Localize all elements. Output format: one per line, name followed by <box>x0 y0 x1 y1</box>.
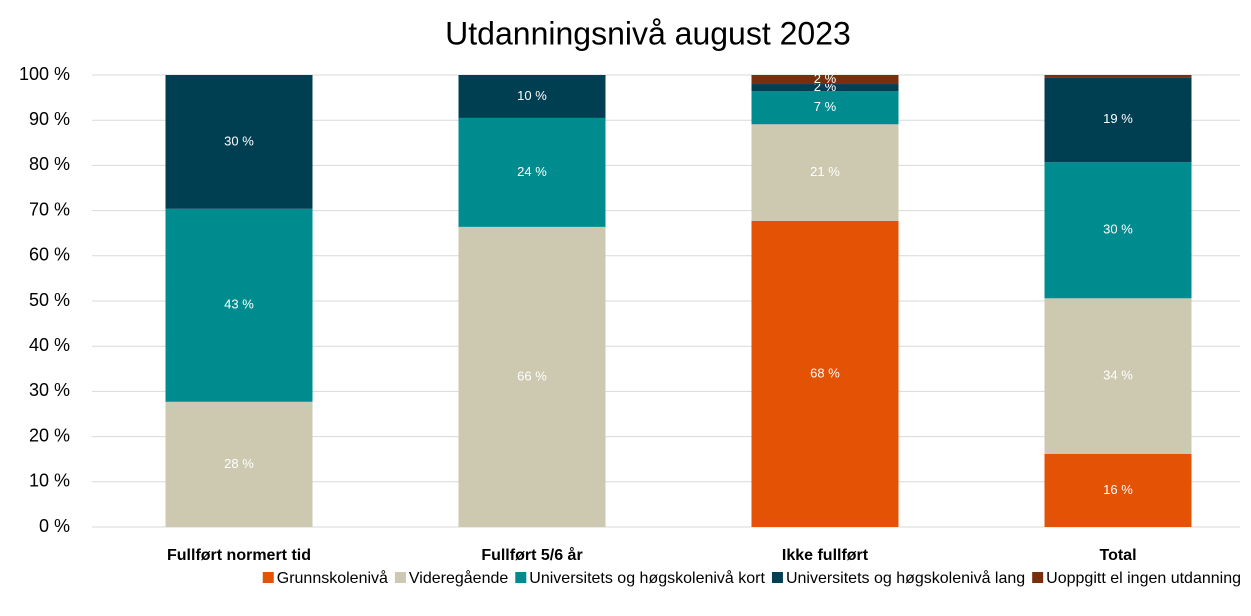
bar-segment <box>165 75 313 209</box>
legend-label: Universitets og høgskolenivå kort <box>529 569 765 587</box>
legend-swatch <box>515 572 527 583</box>
y-tick-label: 90 % <box>29 109 70 129</box>
y-tick-label: 30 % <box>29 380 70 400</box>
bar-segment <box>1044 75 1192 78</box>
y-tick-label: 100 % <box>19 64 70 84</box>
y-tick-label: 50 % <box>29 290 70 310</box>
data-label: 28 % <box>224 456 254 471</box>
chart-title: Utdanningsnivå august 2023 <box>445 15 851 51</box>
data-label: 30 % <box>224 133 254 148</box>
y-tick-label: 20 % <box>29 425 70 445</box>
legend-label: Universitets og høgskolenivå lang <box>786 569 1025 587</box>
bar-segment <box>458 117 606 227</box>
y-tick-label: 40 % <box>29 335 70 355</box>
y-tick-label: 0 % <box>39 516 70 536</box>
legend-swatch <box>771 572 783 583</box>
data-label: 24 % <box>517 164 547 179</box>
bar-segment <box>165 208 313 402</box>
legend-swatch <box>262 572 274 583</box>
bar-segment <box>751 220 899 527</box>
data-label: 34 % <box>1103 367 1133 382</box>
legend-swatch <box>1032 572 1044 583</box>
data-label: 16 % <box>1103 482 1133 497</box>
data-label: 10 % <box>517 88 547 103</box>
x-tick-label: Total <box>1099 547 1136 564</box>
data-label: 30 % <box>1103 222 1133 237</box>
bar-segment <box>458 226 606 527</box>
bar-segment <box>751 91 899 125</box>
data-label: 7 % <box>814 99 837 114</box>
data-label: 68 % <box>810 365 840 380</box>
bar-segment <box>1044 77 1192 163</box>
data-label: 43 % <box>224 297 254 312</box>
legend-swatch <box>394 572 406 583</box>
y-tick-label: 10 % <box>29 471 70 491</box>
bar-segment <box>458 75 606 118</box>
legend-label: Grunnskolenivå <box>277 569 388 587</box>
bar-segment <box>1044 453 1192 527</box>
x-tick-label: Fullført normert tid <box>167 547 311 564</box>
bar-segment <box>751 124 899 221</box>
y-tick-label: 70 % <box>29 199 70 219</box>
legend-label: Videregående <box>409 569 508 587</box>
legend-label: Uoppgitt el ingen utdanning <box>1046 570 1241 587</box>
x-tick-label: Fullført 5/6 år <box>481 546 582 564</box>
bar-segment <box>1044 298 1192 454</box>
bar-segment <box>751 75 899 85</box>
data-label: 66 % <box>517 368 547 383</box>
x-tick-label: Ikke fullført <box>782 547 869 564</box>
data-label: 19 % <box>1103 111 1133 126</box>
data-label: 21 % <box>810 164 840 179</box>
bar-segment <box>751 84 899 92</box>
bar-segment <box>165 401 313 527</box>
data-label: 2 % <box>814 71 837 86</box>
bar-segment <box>1044 162 1192 299</box>
y-tick-label: 80 % <box>29 154 70 174</box>
y-tick-label: 60 % <box>29 245 70 265</box>
